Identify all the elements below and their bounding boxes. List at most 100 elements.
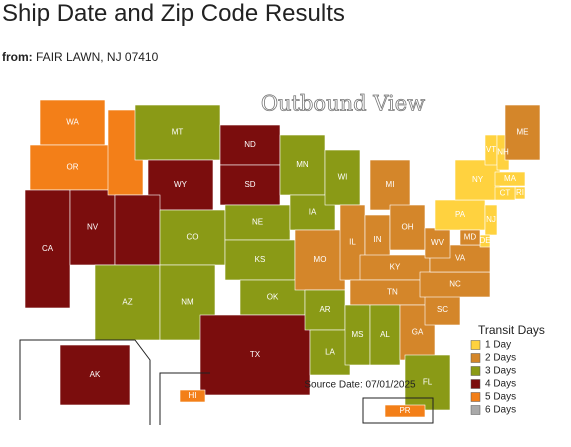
state-label: NV	[87, 223, 99, 232]
state	[324, 149, 361, 206]
state	[224, 204, 291, 241]
state	[29, 144, 116, 191]
state	[304, 289, 346, 331]
state	[294, 229, 346, 291]
state	[389, 204, 426, 251]
state	[434, 199, 486, 231]
state-label: ND	[244, 140, 256, 149]
state-label: CA	[42, 244, 54, 253]
state-label: NE	[252, 218, 263, 227]
state	[494, 186, 516, 201]
hi-inset-frame	[159, 372, 210, 425]
state-label: CT	[500, 189, 511, 198]
state-label: IL	[349, 238, 356, 247]
state-label: OR	[67, 163, 79, 172]
legend-swatch	[470, 405, 481, 415]
state	[504, 104, 541, 161]
legend-swatch	[470, 353, 481, 363]
state-label: IA	[309, 208, 317, 217]
states: WA OR CA NV MT WY CO AZ NM ND SD NE KS OK TX MN IA MO AR LA…	[24, 99, 541, 418]
state-label: KS	[255, 255, 266, 264]
state	[134, 104, 221, 161]
legend-label: 5 Days	[485, 392, 516, 403]
legend-label: 3 Days	[485, 366, 516, 377]
state-label: NC	[449, 280, 461, 289]
state	[404, 354, 451, 411]
state-label: SD	[244, 180, 255, 189]
state-label: MN	[296, 160, 309, 169]
state-label: MI	[386, 180, 395, 189]
state	[459, 229, 481, 246]
state	[24, 189, 71, 309]
state-label: NH	[497, 148, 509, 157]
state-label: NM	[181, 298, 194, 307]
state	[59, 344, 131, 406]
state	[424, 227, 451, 259]
state-label: PA	[455, 210, 466, 219]
map-title: Outbound View	[261, 92, 425, 116]
state	[424, 294, 461, 326]
state-label: TX	[250, 350, 261, 359]
state	[94, 264, 161, 341]
state-label: OK	[267, 293, 279, 302]
legend-label: 4 Days	[485, 379, 516, 390]
legend-swatch	[470, 366, 481, 376]
state-label: HI	[189, 391, 197, 400]
state	[159, 209, 226, 266]
legend-label: 6 Days	[485, 405, 516, 416]
state-label: ME	[517, 128, 529, 137]
state-label: AZ	[122, 298, 132, 307]
state	[239, 279, 306, 316]
state-label: WA	[66, 118, 79, 127]
state-label: MD	[464, 233, 477, 242]
state-label: FL	[423, 378, 433, 387]
state	[454, 159, 501, 201]
legend-swatch	[470, 392, 481, 402]
state	[344, 304, 371, 366]
state	[484, 204, 498, 236]
state	[419, 271, 491, 298]
state	[369, 304, 401, 366]
state	[384, 404, 426, 418]
state	[219, 124, 281, 166]
state	[179, 389, 206, 403]
state-label: SC	[437, 305, 448, 314]
state-label: VT	[486, 145, 496, 154]
state	[279, 134, 326, 196]
origin: from: FAIR LAWN, NJ 07410	[2, 50, 158, 64]
legend: 1 Day 2 Days 3 Days 4 Days 5 Days 6 Days	[470, 340, 516, 416]
state-label: MO	[314, 255, 327, 264]
state-label: IN	[374, 235, 382, 244]
state-label: WY	[174, 180, 188, 189]
state-label: AR	[319, 305, 330, 314]
state-label: LA	[325, 348, 335, 357]
state-label: GA	[412, 328, 424, 337]
state-label: AK	[90, 370, 101, 379]
state	[219, 164, 281, 206]
legend-swatch	[470, 340, 481, 350]
legend-swatch	[470, 379, 481, 389]
state	[369, 159, 411, 211]
state	[199, 314, 311, 396]
state-label: MA	[504, 174, 517, 183]
legend-label: 1 Day	[485, 340, 511, 351]
state	[224, 239, 296, 281]
state-label: NY	[472, 175, 484, 184]
state-label: OH	[402, 223, 414, 232]
state-label: NJ	[486, 215, 496, 224]
state-label: WV	[431, 238, 445, 247]
state-label: WI	[338, 173, 348, 182]
state-label: PR	[399, 406, 410, 415]
legend-label: 2 Days	[485, 353, 516, 364]
state-label: VA	[455, 254, 466, 263]
state	[494, 171, 526, 187]
page-title: Ship Date and Zip Code Results	[2, 0, 345, 27]
state-label: RI	[516, 188, 524, 197]
source-date: Source Date: 07/01/2025	[304, 380, 416, 391]
state-label: MT	[172, 128, 184, 137]
state	[309, 329, 351, 376]
state-label: KY	[390, 263, 401, 272]
state-label: TN	[387, 288, 398, 297]
